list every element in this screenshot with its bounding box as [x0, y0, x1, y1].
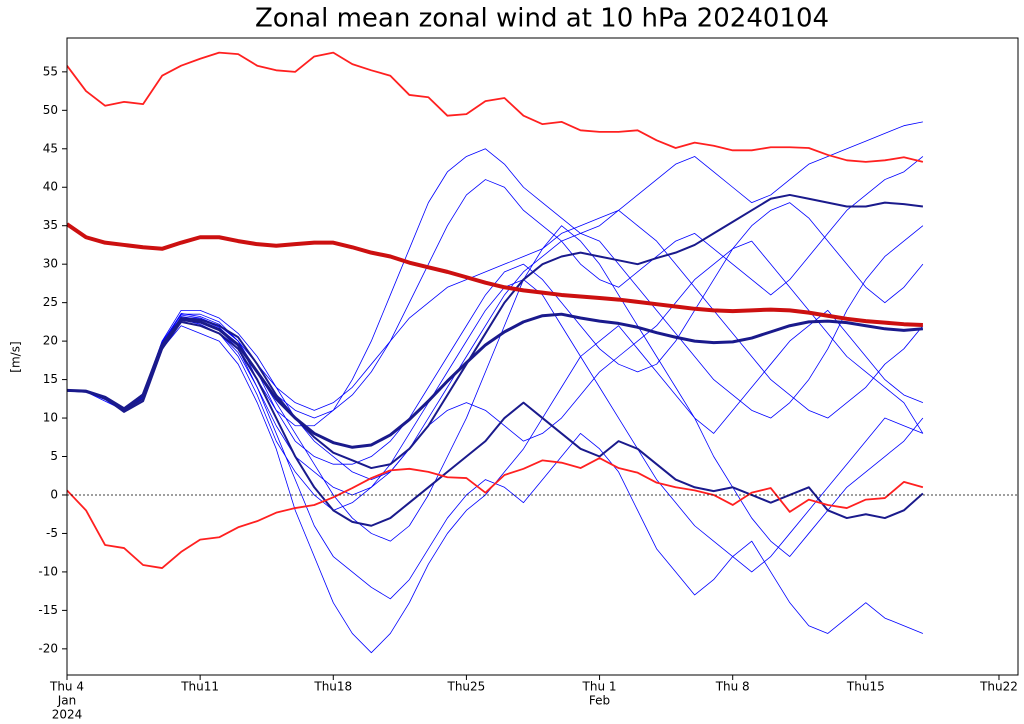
y-tick-label: 45 — [43, 141, 58, 155]
y-tick-label: 40 — [43, 180, 58, 194]
series-line — [67, 225, 924, 480]
y-tick-label: 0 — [50, 487, 58, 501]
y-tick-label: 30 — [43, 257, 58, 271]
series-line — [67, 193, 924, 470]
series-line — [67, 240, 924, 496]
series-group — [67, 51, 924, 654]
series-line — [67, 457, 924, 569]
y-tick-label: 20 — [43, 334, 58, 348]
series-line — [67, 121, 923, 427]
series-line — [67, 309, 924, 654]
series-line — [67, 317, 924, 634]
x-tick-label: Thu22 — [979, 680, 1018, 694]
series-line — [67, 312, 924, 449]
y-axis-label: [m/s] — [9, 341, 23, 372]
series-line — [67, 222, 923, 327]
y-tick-label: 55 — [43, 64, 58, 78]
x-tick-label: Thu 1 — [582, 680, 617, 694]
plot-frame — [66, 37, 1019, 676]
y-tick-label: 25 — [43, 295, 58, 309]
y-tick-label: 50 — [43, 103, 58, 117]
x-tick-label: Thu11 — [180, 680, 219, 694]
series-line — [67, 51, 924, 163]
x-tick-sublabel: 2024 — [52, 708, 83, 722]
x-tick-label: Thu 4 — [49, 680, 84, 694]
x-tick-label: Thu15 — [846, 680, 885, 694]
y-tick-label: -10 — [38, 564, 58, 578]
x-tick-sublabel: Jan — [57, 694, 77, 708]
y-tick-label: -5 — [46, 526, 58, 540]
chart-title: Zonal mean zonal wind at 10 hPa 20240104 — [255, 4, 829, 34]
y-tick-label: 35 — [43, 218, 58, 232]
y-tick-label: 10 — [43, 411, 58, 425]
x-tick-label: Thu25 — [447, 680, 486, 694]
x-tick-sublabel: Feb — [589, 694, 610, 708]
y-tick-label: -20 — [38, 641, 58, 655]
y-tick-label: 5 — [50, 449, 58, 463]
x-tick-label: Thu18 — [313, 680, 352, 694]
x-tick-label: Thu 8 — [715, 680, 750, 694]
series-line — [67, 202, 924, 465]
y-tick-label: 15 — [43, 372, 58, 386]
series-line — [67, 225, 924, 557]
y-tick-label: -15 — [38, 603, 58, 617]
